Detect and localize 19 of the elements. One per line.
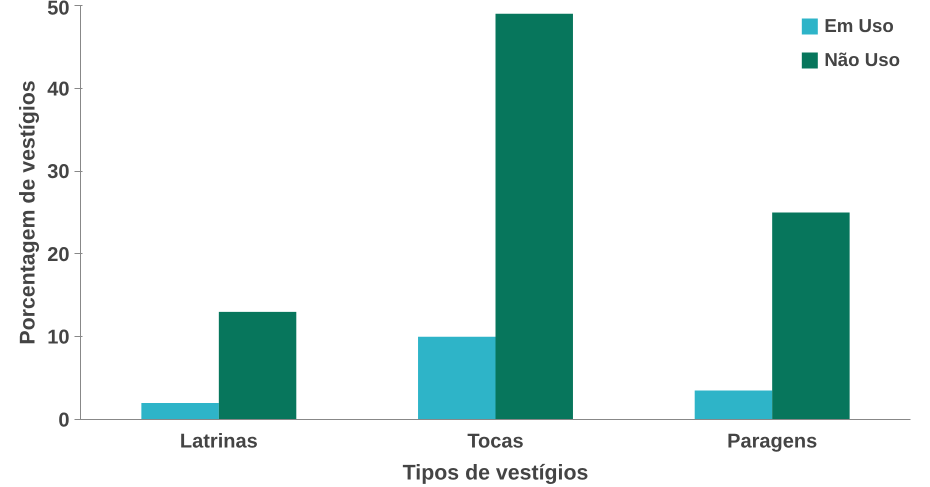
y-tick-label: 10 <box>47 326 70 349</box>
y-tick-label: 20 <box>47 244 70 266</box>
legend-label: Não Uso <box>824 49 900 71</box>
y-tick-label: 30 <box>47 161 70 184</box>
x-tick-label: Tocas <box>467 430 524 452</box>
bar <box>141 402 219 420</box>
bar <box>496 14 573 420</box>
y-tick-label: 40 <box>47 78 70 100</box>
x-tick-label: Paragens <box>727 430 818 452</box>
bar <box>772 212 850 420</box>
x-tick-label: Latrinas <box>180 430 258 452</box>
bar <box>418 336 496 420</box>
bar <box>218 312 296 420</box>
bar <box>694 390 772 420</box>
legend-label: Em Uso <box>824 15 894 37</box>
y-tick-label: 50 <box>47 0 70 20</box>
y-axis-title: Porcentagem de vestígios <box>15 80 40 345</box>
x-axis-title: Tipos de vestígios <box>402 460 588 484</box>
y-tick-label: 0 <box>58 410 70 432</box>
